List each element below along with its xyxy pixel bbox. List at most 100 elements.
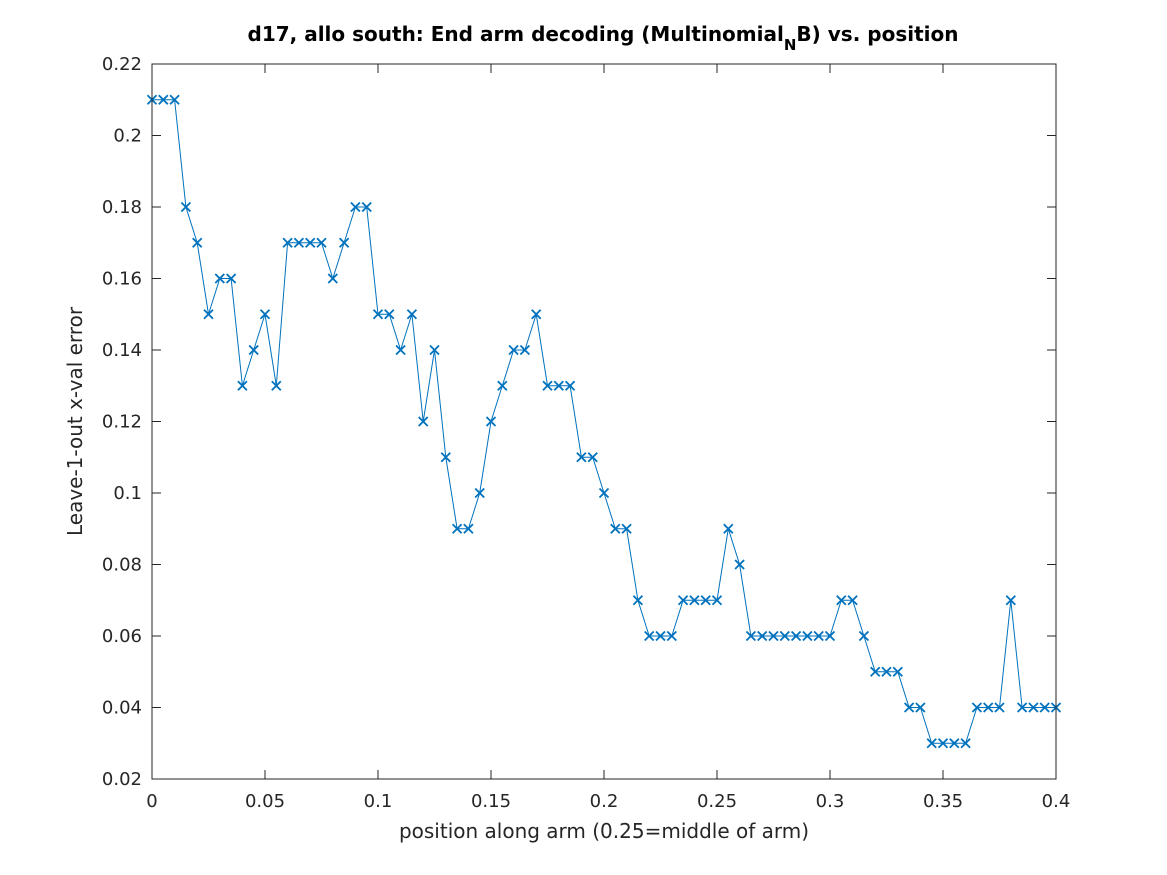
- data-point-marker: [711, 595, 723, 606]
- data-point-marker: [497, 380, 508, 391]
- x-tick-label: 0.35: [923, 791, 963, 812]
- data-point-marker: [971, 702, 983, 713]
- data-point-marker: [1016, 702, 1028, 713]
- data-point-marker: [463, 523, 474, 534]
- data-point-marker: [384, 309, 395, 320]
- data-point-marker: [1039, 702, 1050, 713]
- data-point-marker: [644, 630, 655, 642]
- plot-area: [152, 64, 1056, 779]
- data-point-marker: [892, 666, 903, 677]
- data-point-marker: [757, 630, 768, 642]
- data-point-marker: [305, 237, 316, 248]
- y-axis-label: Leave-1-out x-val error: [63, 306, 87, 536]
- data-point-marker: [293, 237, 305, 248]
- data-point-marker: [813, 630, 824, 642]
- data-point-marker: [214, 273, 225, 284]
- data-point-marker: [576, 452, 587, 463]
- y-tick-label: 0.1: [113, 483, 142, 504]
- data-point-marker: [542, 380, 553, 391]
- data-point-marker: [926, 738, 937, 749]
- data-point-marker: [949, 738, 960, 749]
- data-point-marker: [768, 630, 779, 642]
- data-point-marker: [429, 344, 440, 356]
- data-point-marker: [203, 309, 214, 320]
- axis-ticks: 0 0.05 0.1 0.15 0.2 0.25 0.3 0.35 0.4 0.02 0.04 0.0…: [102, 54, 1070, 812]
- data-point-marker: [903, 702, 915, 713]
- x-tick-label: 0.3: [816, 791, 845, 812]
- data-point-marker: [870, 666, 881, 677]
- data-point-marker: [802, 630, 813, 642]
- data-point-marker: [553, 380, 564, 391]
- data-point-marker: [960, 738, 971, 749]
- data-point-marker: [824, 630, 836, 642]
- data-point-marker: [779, 630, 790, 642]
- data-point-marker: [158, 94, 169, 105]
- data-point-marker: [655, 630, 666, 642]
- data-point-marker: [858, 630, 870, 642]
- data-point-marker: [915, 702, 926, 713]
- data-point-marker: [1005, 595, 1016, 606]
- chart-title-subscript: N: [784, 36, 797, 54]
- y-tick-label: 0.22: [102, 54, 142, 75]
- data-point-marker: [564, 380, 576, 391]
- data-point-marker: [338, 237, 350, 248]
- data-point-marker: [259, 309, 271, 320]
- data-point-marker: [531, 309, 542, 320]
- data-point-marker: [632, 595, 644, 606]
- data-point-marker: [700, 595, 711, 606]
- x-tick-label: 0.1: [364, 791, 393, 812]
- data-point-marker: [406, 309, 418, 320]
- data-point-marker: [361, 201, 372, 213]
- data-point-marker: [451, 523, 463, 534]
- axes-frame: [151, 63, 1057, 780]
- y-tick-label: 0.14: [102, 340, 142, 361]
- data-point-marker: [485, 416, 497, 427]
- data-point-marker: [169, 94, 180, 105]
- data-point-marker: [327, 273, 338, 284]
- y-tick-label: 0.02: [102, 769, 142, 790]
- data-point-marker: [248, 344, 259, 356]
- x-tick-label: 0.2: [590, 791, 619, 812]
- data-point-marker: [836, 595, 847, 606]
- data-point-marker: [316, 237, 327, 248]
- data-point-marker: [271, 380, 282, 391]
- x-tick-label: 0.15: [471, 791, 511, 812]
- data-point-marker: [610, 523, 621, 534]
- x-tick-label: 0.05: [245, 791, 285, 812]
- data-point-marker: [418, 416, 429, 427]
- x-tick-label: 0.4: [1042, 791, 1071, 812]
- y-tick-label: 0.16: [102, 269, 142, 290]
- data-point-marker: [474, 487, 485, 499]
- y-tick-label: 0.12: [102, 412, 142, 433]
- data-point-marker: [689, 595, 700, 606]
- y-tick-label: 0.18: [102, 197, 142, 218]
- data-point-marker: [790, 630, 802, 642]
- data-point-marker: [745, 630, 757, 642]
- chart-title-prefix: d17, allo south: End arm decoding (Multi…: [248, 22, 784, 46]
- x-tick-label: 0.25: [697, 791, 737, 812]
- y-tick-label: 0.08: [102, 555, 142, 576]
- data-point-marker: [621, 523, 632, 534]
- data-point-marker: [519, 344, 531, 356]
- chart-title: d17, allo south: End arm decoding (Multi…: [248, 22, 959, 54]
- data-point-marker: [192, 237, 203, 248]
- data-point-marker: [508, 344, 519, 356]
- data-point-marker: [734, 559, 745, 570]
- chart-title-suffix: B) vs. position: [796, 22, 958, 46]
- x-axis-label: position along arm (0.25=middle of arm): [399, 819, 809, 843]
- data-series: [146, 94, 1062, 749]
- data-point-marker: [282, 237, 293, 248]
- y-tick-label: 0.04: [102, 698, 142, 719]
- data-point-marker: [723, 523, 734, 534]
- data-point-marker: [440, 452, 451, 463]
- data-point-marker: [350, 201, 361, 213]
- data-point-marker: [983, 702, 994, 713]
- data-point-marker: [598, 487, 610, 499]
- data-point-marker: [994, 702, 1005, 713]
- data-point-marker: [847, 595, 858, 606]
- y-tick-label: 0.2: [113, 126, 142, 147]
- data-point-marker: [395, 344, 406, 356]
- data-point-marker: [372, 309, 384, 320]
- data-point-marker: [587, 452, 598, 463]
